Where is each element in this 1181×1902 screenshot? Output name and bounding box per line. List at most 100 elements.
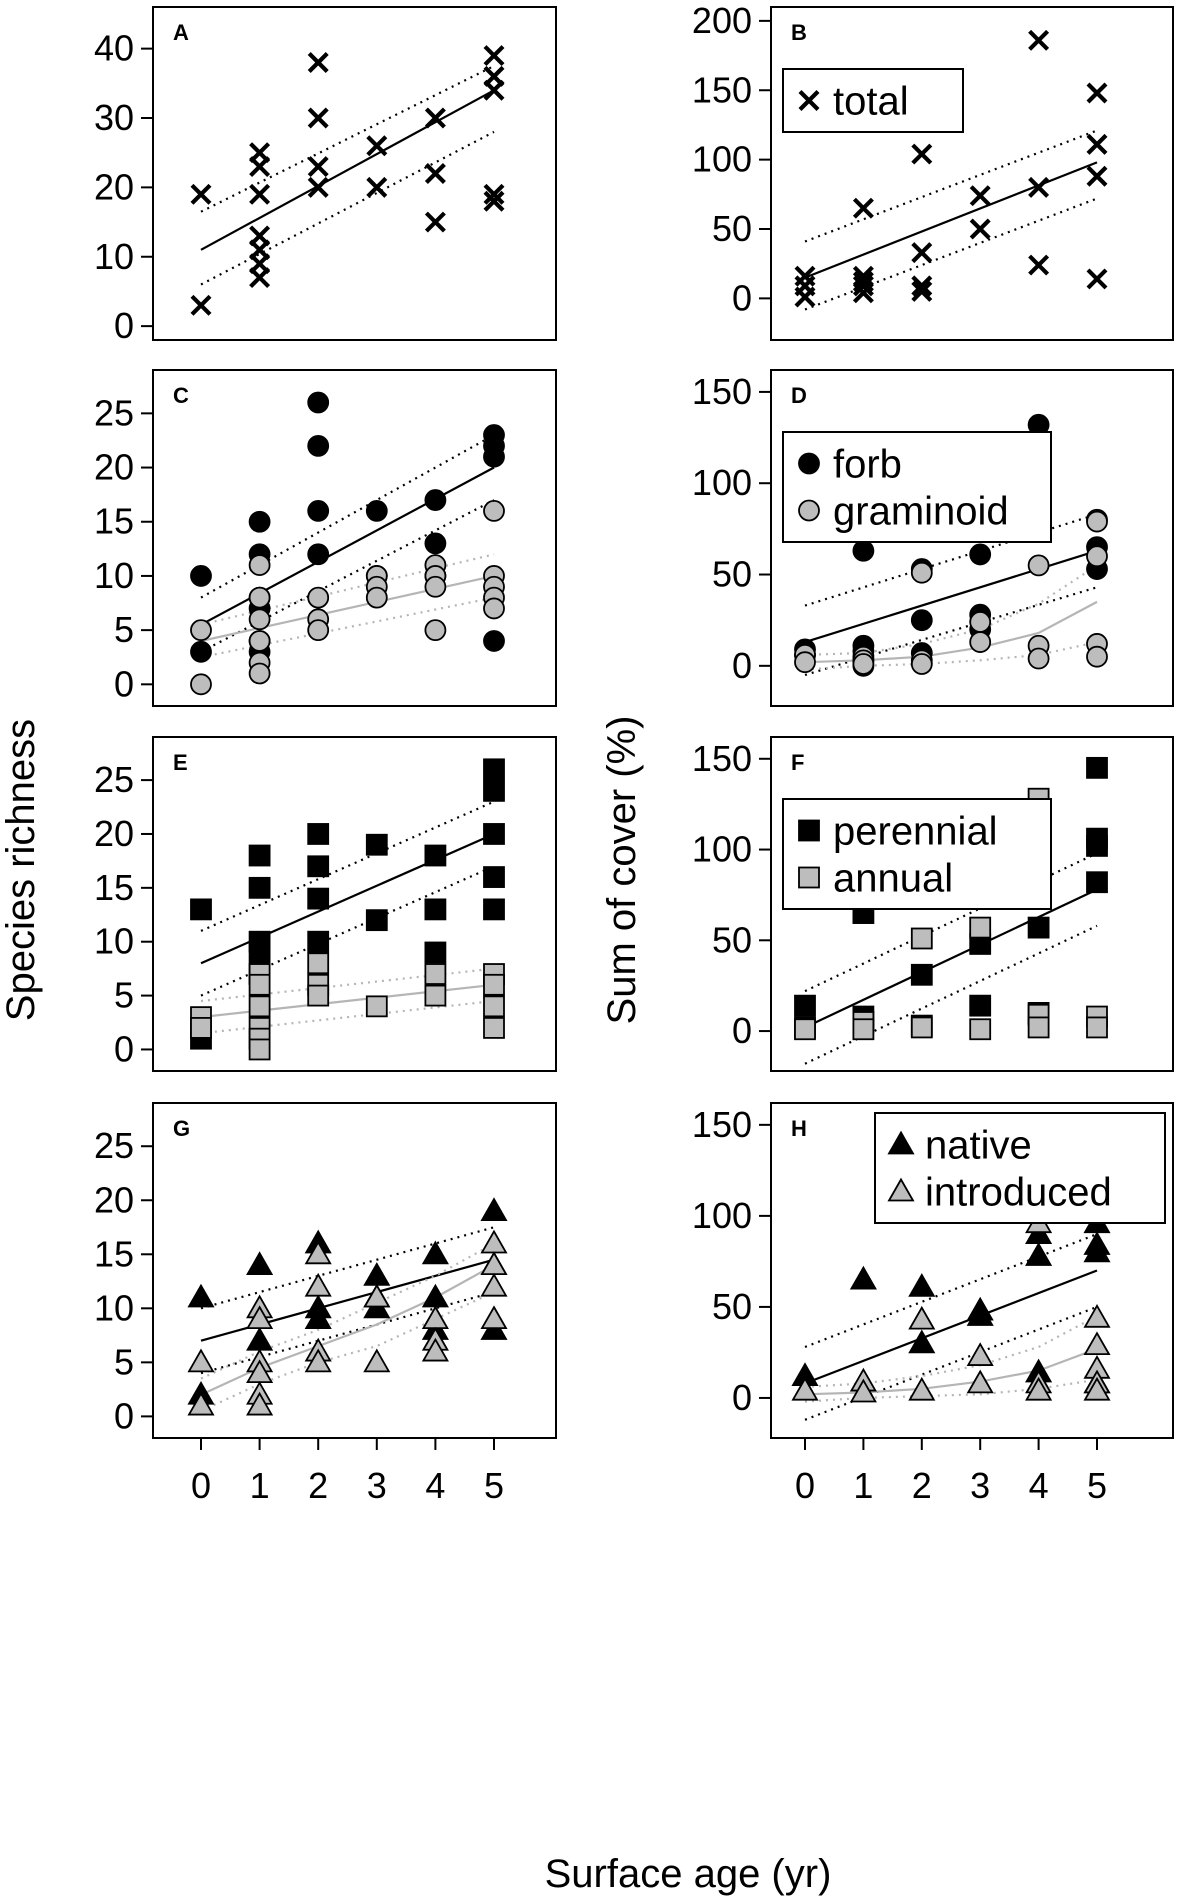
point-perennial — [307, 930, 330, 953]
y-tick-label: 50 — [712, 554, 752, 595]
point-total — [307, 107, 329, 129]
legend-box — [874, 1112, 1166, 1224]
point-perennial — [483, 823, 505, 845]
point-introduced — [480, 1251, 508, 1275]
point-total — [366, 135, 388, 157]
point-forb — [190, 565, 212, 587]
y-tick-label: 150 — [692, 1104, 752, 1145]
fit-line-forb — [804, 549, 1098, 644]
y-tick-label: 0 — [732, 1010, 752, 1051]
point-perennial — [190, 898, 212, 921]
point-forb — [483, 630, 505, 652]
point-graminoid — [1027, 647, 1050, 670]
point-total — [1086, 133, 1108, 155]
point-perennial — [248, 844, 271, 867]
fit-line-graminoid — [200, 574, 495, 643]
ci-lower-native — [200, 1291, 495, 1375]
point-annual — [483, 995, 505, 1018]
point-introduced — [908, 1305, 936, 1330]
panel-frame — [152, 1102, 557, 1439]
legend-box — [782, 431, 1052, 543]
point-introduced — [363, 1283, 391, 1308]
point-total — [307, 52, 329, 73]
point-annual — [248, 1038, 271, 1061]
point-graminoid — [190, 619, 212, 642]
point-forb — [365, 500, 388, 522]
point-native — [1025, 1242, 1053, 1266]
y-tick-label: 25 — [94, 1125, 134, 1166]
point-introduced — [1083, 1331, 1111, 1356]
point-graminoid — [248, 630, 271, 652]
x-tick-label: 5 — [1087, 1465, 1107, 1506]
point-forb — [852, 539, 875, 562]
point-total — [852, 275, 874, 297]
y-tick-label: 0 — [114, 1395, 134, 1436]
panel-frame — [152, 736, 557, 1072]
point-introduced — [187, 1348, 215, 1373]
y-tick-label: 25 — [94, 759, 134, 800]
ci-lower-forb — [200, 499, 495, 653]
point-introduced — [1083, 1304, 1111, 1328]
x-tick-label: 1 — [853, 1465, 873, 1506]
point-graminoid — [910, 561, 933, 584]
point-graminoid — [1086, 510, 1108, 533]
point-total — [1086, 268, 1108, 290]
point-annual — [1086, 1016, 1108, 1039]
legend-box — [782, 68, 964, 133]
point-perennial — [794, 994, 816, 1017]
point-introduced — [187, 1391, 215, 1416]
point-native — [421, 1283, 449, 1308]
ci-upper-perennial — [200, 800, 495, 932]
point-forb — [307, 500, 330, 522]
point-total — [911, 275, 933, 297]
point-forb — [248, 510, 271, 533]
point-perennial — [365, 909, 388, 932]
panel-letter: A — [173, 20, 189, 45]
y-tick-label: 10 — [94, 555, 134, 596]
ci-upper-native — [200, 1226, 495, 1310]
panel-e: E 0 5 10 15 20 25 — [94, 736, 557, 1072]
point-graminoid — [424, 619, 447, 642]
point-introduced — [849, 1378, 877, 1403]
point-total — [307, 176, 329, 198]
y-tick-label: 100 — [692, 1195, 752, 1236]
ci-lower-total — [804, 197, 1098, 311]
point-forb — [969, 543, 992, 566]
ci-lower-introduced — [804, 1378, 1098, 1403]
point-forb — [307, 543, 330, 566]
point-introduced — [421, 1337, 449, 1362]
fit-line-native — [804, 1269, 1098, 1385]
point-annual — [852, 1018, 875, 1041]
y-tick-label: 50 — [712, 208, 752, 249]
point-annual — [794, 1018, 816, 1041]
point-introduced — [966, 1369, 994, 1394]
point-total — [249, 156, 271, 178]
point-perennial — [483, 898, 505, 921]
ci-upper-total — [200, 65, 495, 213]
point-graminoid — [307, 586, 330, 609]
point-native — [363, 1262, 391, 1286]
point-native — [304, 1305, 332, 1330]
point-total — [969, 218, 991, 240]
legend-marker-native — [887, 1130, 915, 1155]
legend-label-introduced: introduced — [925, 1171, 1112, 1215]
point-total — [190, 183, 212, 205]
point-annual — [910, 927, 933, 950]
point-graminoid — [307, 619, 330, 642]
point-total — [1086, 165, 1108, 187]
x-tick-label: 4 — [1029, 1465, 1049, 1506]
point-native — [849, 1265, 877, 1290]
y-tick-label: 150 — [692, 69, 752, 110]
point-native — [421, 1240, 449, 1265]
point-graminoid — [248, 586, 271, 609]
point-graminoid — [1086, 645, 1108, 668]
ci-lower-graminoid — [804, 641, 1098, 671]
panel-letter: D — [791, 383, 807, 408]
y-axis-title-richness: Species richness — [0, 719, 43, 1021]
y-tick-label: 20 — [94, 166, 134, 207]
y-tick-label: 10 — [94, 236, 134, 277]
ci-upper-introduced — [200, 1242, 495, 1380]
ci-upper-native — [804, 1233, 1098, 1349]
point-graminoid — [424, 575, 447, 598]
